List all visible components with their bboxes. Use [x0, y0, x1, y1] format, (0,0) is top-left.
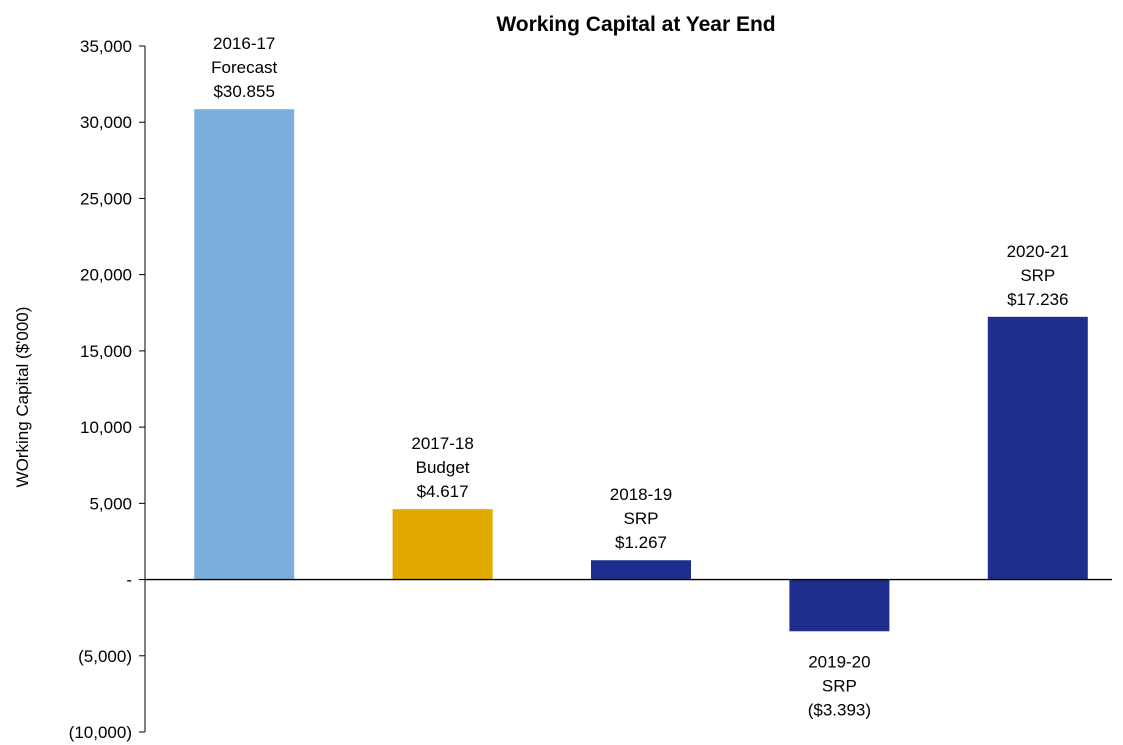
- data-label: 2019-20 SRP ($3.393): [808, 652, 871, 719]
- bar-2016-17: [194, 109, 295, 580]
- y-tick-label: 25,000: [80, 189, 132, 208]
- data-label: 2018-19 SRP $1.267: [610, 485, 672, 552]
- y-tick-label: 30,000: [80, 113, 132, 132]
- y-tick-label: 5,000: [89, 494, 132, 513]
- y-tick-label: (10,000): [69, 723, 132, 742]
- bar-2019-20: [789, 579, 890, 632]
- data-label: 2020-21 SRP $17.236: [1007, 242, 1069, 309]
- y-tick-label: 35,000: [80, 37, 132, 56]
- chart-title: Working Capital at Year End: [496, 13, 775, 36]
- y-tick-label: 20,000: [80, 266, 132, 285]
- y-tick-label: -: [126, 571, 132, 590]
- y-axis: 35,000 30,000 25,000 20,000 15,000 10,000 5,00…: [69, 37, 146, 742]
- bars: [194, 109, 1088, 632]
- y-tick-label: (5,000): [78, 647, 132, 666]
- data-label: 2016-17 Forecast $30.855: [211, 34, 277, 101]
- data-labels: 2016-17 Forecast $30.855 2017-18 Budget $4.61…: [211, 34, 1069, 719]
- data-label: 2017-18 Budget $4.617: [411, 434, 473, 501]
- bar-2020-21: [987, 316, 1088, 580]
- y-tick-label: 15,000: [80, 342, 132, 361]
- y-tick-label: 10,000: [80, 418, 132, 437]
- bar-2017-18: [392, 509, 493, 580]
- bar-2018-19: [591, 560, 691, 580]
- y-axis-label: WOrking Capital ($'000): [13, 307, 32, 488]
